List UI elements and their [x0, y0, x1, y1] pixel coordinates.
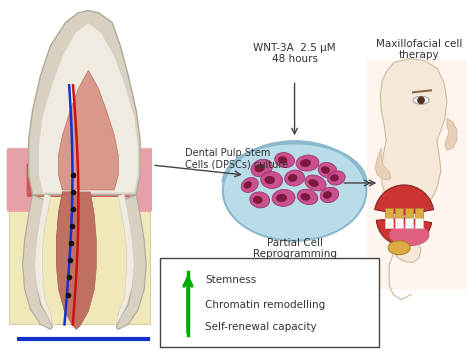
Polygon shape — [35, 194, 53, 326]
Ellipse shape — [301, 193, 310, 200]
Ellipse shape — [278, 157, 287, 163]
FancyBboxPatch shape — [367, 60, 467, 290]
FancyBboxPatch shape — [9, 175, 150, 324]
Bar — [405, 218, 413, 228]
Bar — [405, 208, 413, 220]
Ellipse shape — [309, 179, 318, 187]
Ellipse shape — [318, 162, 337, 178]
Ellipse shape — [272, 190, 295, 206]
Bar — [415, 218, 423, 228]
FancyBboxPatch shape — [160, 258, 379, 347]
Text: Dental Pulp Stem
Cells (DPSCs) culture: Dental Pulp Stem Cells (DPSCs) culture — [185, 148, 288, 170]
Polygon shape — [38, 23, 138, 193]
Text: WNT-3A  2.5 μM
48 hours: WNT-3A 2.5 μM 48 hours — [253, 43, 336, 64]
Polygon shape — [116, 194, 134, 326]
Ellipse shape — [413, 96, 429, 104]
Text: Maxillofacial cell
therapy: Maxillofacial cell therapy — [376, 39, 462, 60]
Polygon shape — [116, 195, 146, 329]
Text: Stemness: Stemness — [205, 275, 256, 285]
Polygon shape — [375, 148, 391, 180]
Ellipse shape — [328, 171, 345, 185]
Bar — [395, 208, 403, 220]
Polygon shape — [58, 70, 118, 190]
Text: Self-renewal capacity: Self-renewal capacity — [205, 322, 317, 332]
Ellipse shape — [244, 182, 252, 189]
Ellipse shape — [275, 153, 294, 168]
Ellipse shape — [330, 175, 338, 181]
Wedge shape — [375, 185, 434, 215]
Ellipse shape — [251, 159, 273, 177]
Ellipse shape — [323, 191, 332, 198]
Ellipse shape — [253, 196, 262, 203]
Bar — [415, 208, 423, 220]
Ellipse shape — [285, 170, 304, 186]
Wedge shape — [376, 218, 432, 246]
Ellipse shape — [265, 176, 274, 184]
Text: Chromatin remodelling: Chromatin remodelling — [205, 300, 325, 310]
Bar — [385, 208, 393, 220]
Polygon shape — [23, 195, 53, 329]
Ellipse shape — [255, 164, 264, 172]
Text: Partial Cell
Reprogramming: Partial Cell Reprogramming — [253, 238, 337, 260]
Polygon shape — [56, 192, 84, 321]
Ellipse shape — [301, 159, 310, 166]
Ellipse shape — [296, 155, 319, 171]
Bar — [385, 218, 393, 228]
Ellipse shape — [276, 194, 287, 202]
Polygon shape — [28, 11, 140, 195]
Ellipse shape — [261, 171, 283, 189]
FancyBboxPatch shape — [124, 148, 152, 212]
Bar — [395, 218, 403, 228]
Ellipse shape — [418, 97, 425, 104]
Ellipse shape — [321, 166, 329, 174]
Polygon shape — [380, 59, 447, 263]
Polygon shape — [56, 192, 96, 329]
Ellipse shape — [389, 224, 429, 246]
Ellipse shape — [305, 175, 326, 191]
Ellipse shape — [241, 178, 258, 192]
FancyBboxPatch shape — [7, 148, 33, 212]
Ellipse shape — [288, 174, 297, 182]
Ellipse shape — [320, 187, 339, 203]
Ellipse shape — [388, 241, 410, 255]
Polygon shape — [445, 118, 457, 150]
Ellipse shape — [297, 189, 318, 204]
Ellipse shape — [223, 141, 366, 241]
Ellipse shape — [250, 192, 270, 208]
FancyBboxPatch shape — [27, 163, 130, 197]
